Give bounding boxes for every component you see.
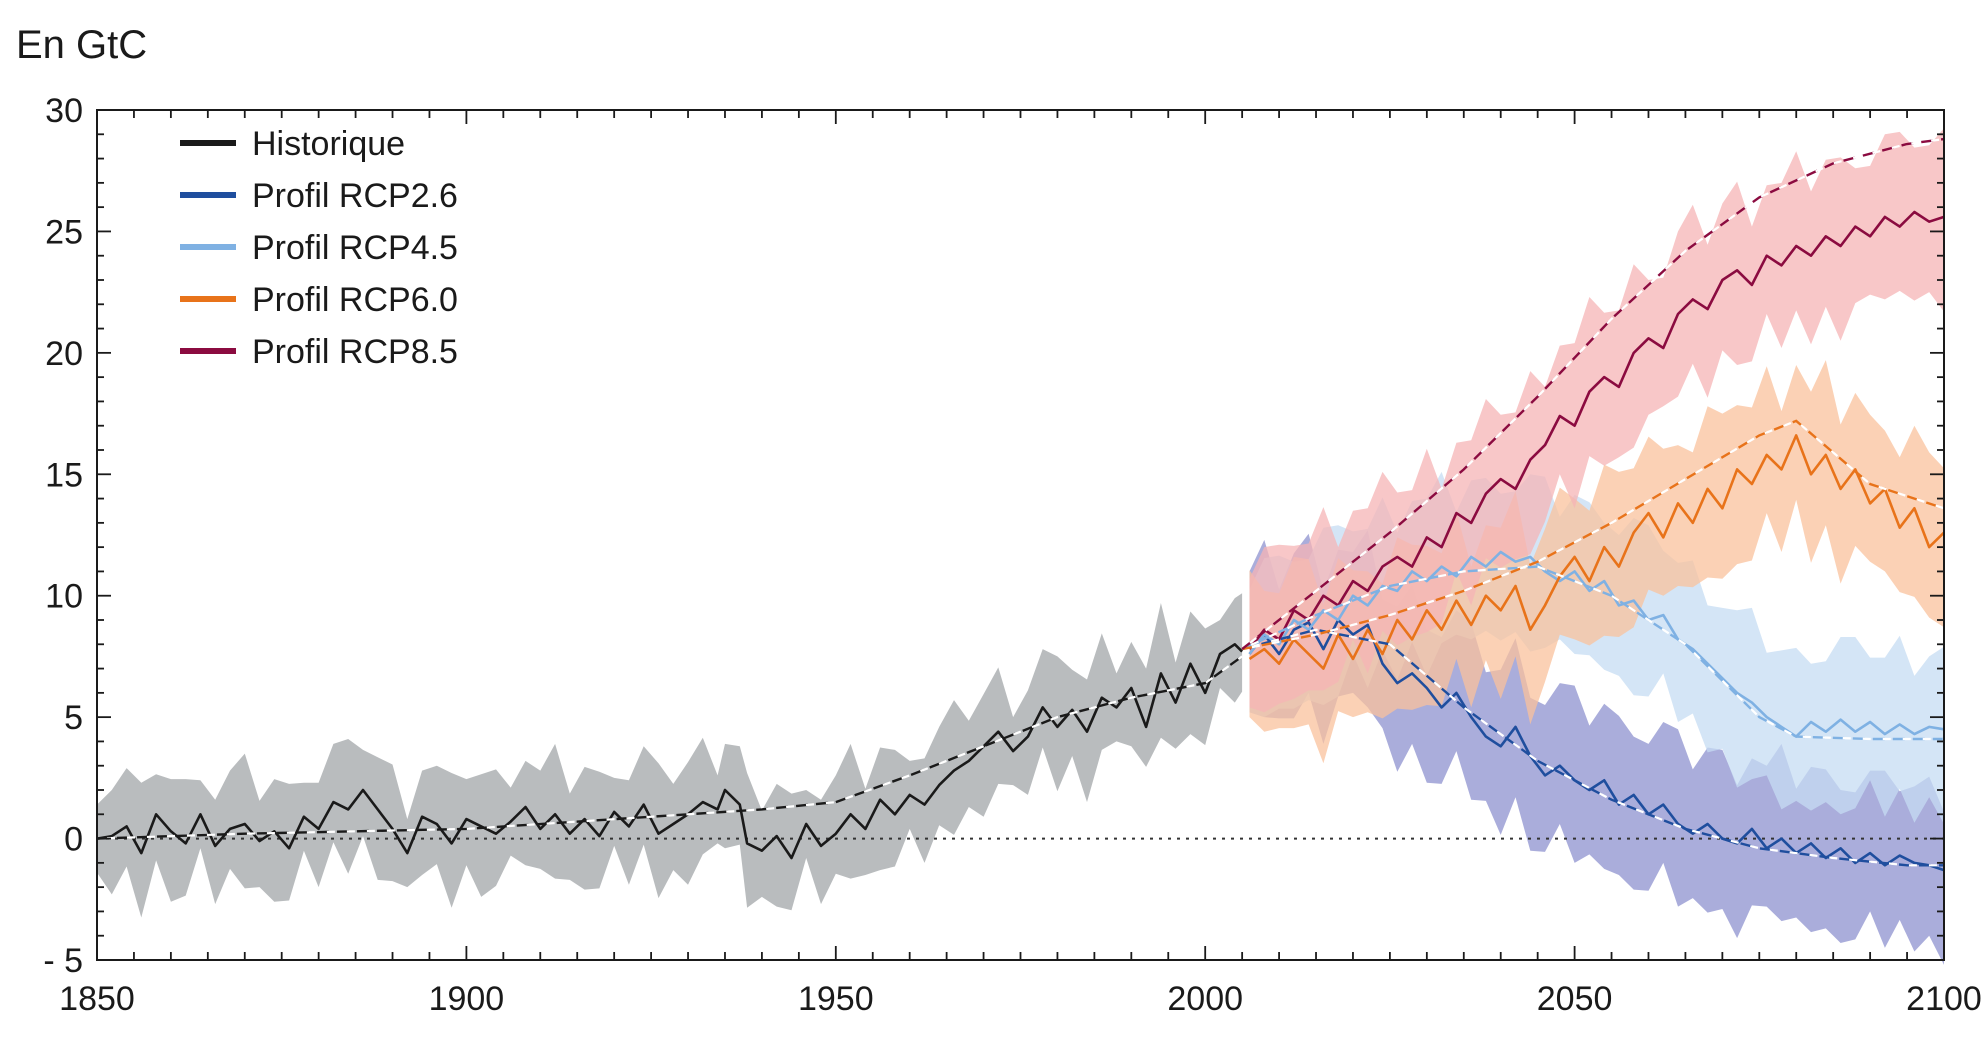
x-tick-label: 1900 <box>429 980 505 1018</box>
series-line-profil-rcp4-5 <box>1248 550 1945 738</box>
legend-label: Profil RCP4.5 <box>252 229 458 267</box>
legend-label: Profil RCP6.0 <box>252 281 458 319</box>
series-lines <box>96 210 1945 872</box>
y-tick-label: - 5 <box>43 942 83 980</box>
trend-line-profil-rcp2-6 <box>1241 628 1944 867</box>
x-tick-label: 2050 <box>1537 980 1613 1018</box>
legend-label: Profil RCP8.5 <box>252 333 458 371</box>
legend: Historique Profil RCP2.6 Profil RCP4.5 Prof… <box>180 125 458 371</box>
y-unit-label: En GtC <box>16 23 147 67</box>
y-axis: 30 25 20 15 10 5 0 - 5 <box>43 92 1944 980</box>
y-tick-label: 10 <box>45 578 83 616</box>
y-tick-label: 0 <box>64 821 83 859</box>
series-line-historique <box>96 643 1244 860</box>
band-historique <box>97 593 1243 918</box>
trend-highlight-profil-rcp8-5 <box>1241 138 1945 650</box>
x-tick-label: 1850 <box>59 980 135 1018</box>
x-tick-label: 2100 <box>1906 980 1982 1018</box>
y-tick-label: 30 <box>45 92 83 130</box>
y-tick-label: 20 <box>45 335 83 373</box>
legend-label: Profil RCP2.6 <box>252 177 458 215</box>
series-line-profil-rcp6-0 <box>1248 434 1945 670</box>
trend-highlight-historique <box>96 655 1243 840</box>
trend-highlight-profil-rcp4-5 <box>1241 565 1944 741</box>
trend-line-historique <box>96 655 1243 840</box>
legend-label: Historique <box>252 125 405 163</box>
x-tick-label: 1950 <box>798 980 874 1018</box>
trend-line-profil-rcp4-5 <box>1241 565 1944 741</box>
trend-line-profil-rcp6-0 <box>1241 419 1945 651</box>
y-tick-label: 5 <box>64 699 83 737</box>
band-profil-rcp8-5 <box>1249 128 1944 713</box>
trend-highlight-profil-rcp6-0 <box>1241 419 1945 651</box>
series-line-profil-rcp8-5 <box>1248 210 1945 650</box>
x-axis: 1850 1900 1950 2000 2050 2100 <box>59 110 1982 1018</box>
y-tick-label: 25 <box>45 213 83 251</box>
trend-lines <box>96 137 1945 867</box>
x-tick-label: 2000 <box>1167 980 1243 1018</box>
y-tick-label: 15 <box>45 456 83 494</box>
